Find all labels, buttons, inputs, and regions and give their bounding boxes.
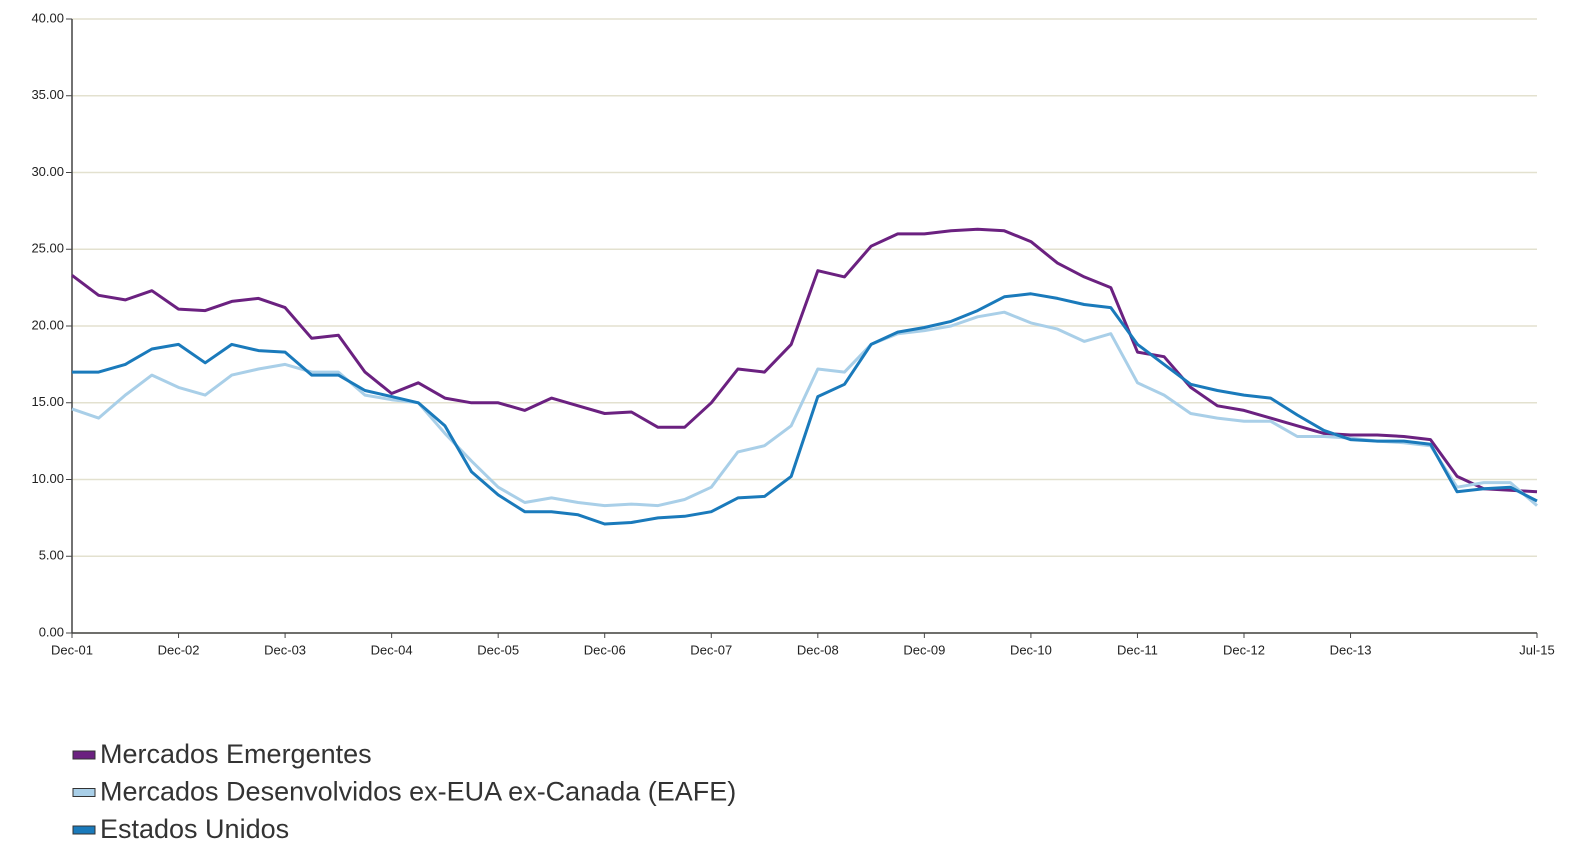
x-tick-label: Dec-05 (477, 642, 519, 657)
y-tick-label: 25.00 (31, 241, 64, 256)
y-tick-label: 20.00 (31, 317, 64, 332)
series-line (71, 310, 1538, 508)
legend-label: Mercados Desenvolvidos ex-EUA ex-Canada … (100, 777, 736, 807)
y-tick-label: 15.00 (31, 394, 64, 409)
legend-swatch (72, 788, 96, 797)
x-tick-label: Dec-08 (797, 642, 839, 657)
x-tick-label: Dec-11 (1117, 642, 1158, 657)
x-tick-label: Dec-09 (903, 642, 945, 657)
x-tick-label: Dec-01 (51, 642, 93, 657)
series-line (72, 292, 1538, 526)
y-tick-label: 5.00 (39, 548, 64, 563)
y-tick-label: 10.00 (31, 471, 64, 486)
x-tick-label: Dec-13 (1330, 642, 1372, 657)
y-tick-label: 40.00 (31, 10, 64, 25)
legend-swatch (72, 750, 96, 760)
x-tick-label: Dec-03 (264, 642, 306, 657)
x-tick-label: Dec-07 (690, 642, 732, 657)
legend-label: Estados Unidos (100, 814, 289, 844)
x-tick-label: Dec-02 (158, 642, 200, 657)
series-line (71, 227, 1538, 494)
y-tick-label: 30.00 (31, 164, 64, 179)
x-tick-label: Jul-15 (1519, 642, 1554, 657)
x-tick-label: Dec-10 (1010, 642, 1052, 657)
x-tick-label: Dec-04 (371, 642, 413, 657)
y-tick-label: 35.00 (31, 87, 64, 102)
legend-label: Mercados Emergentes (100, 739, 372, 769)
x-tick-label: Dec-12 (1223, 642, 1265, 657)
legend-swatch (72, 825, 96, 835)
x-tick-label: Dec-06 (584, 642, 626, 657)
y-tick-label: 0.00 (39, 624, 64, 639)
